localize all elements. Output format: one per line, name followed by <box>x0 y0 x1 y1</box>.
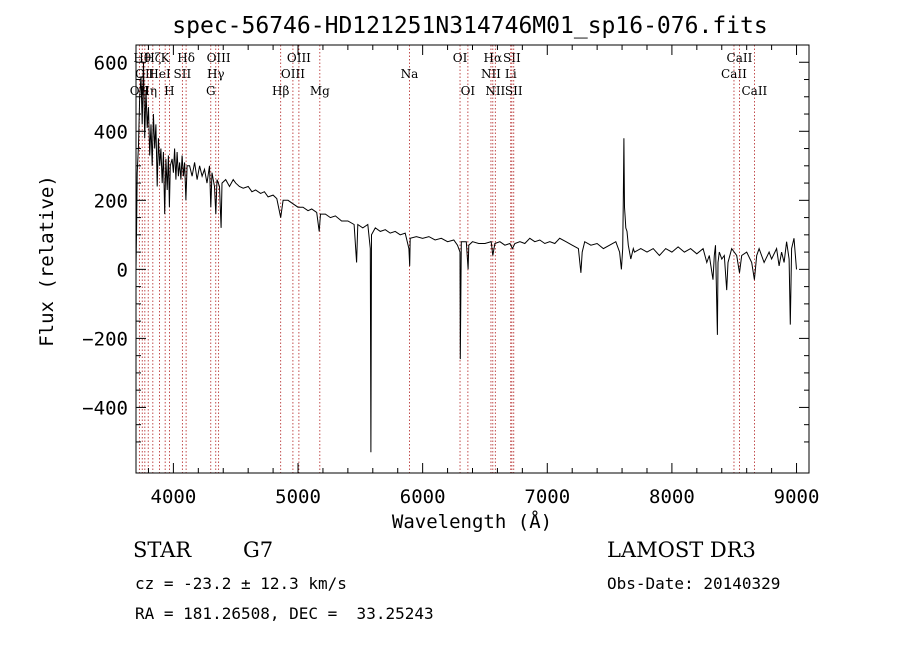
x-tick-label: 5000 <box>275 486 321 508</box>
x-axis-label: Wavelength (Å) <box>392 510 552 533</box>
line-markers: OIIHθOIIHηHζHeIKHSIIHδGHγOIIIHβOIIIOIIIM… <box>130 45 768 473</box>
x-tick-label: 7000 <box>524 486 570 508</box>
line-marker-label: Hζ <box>144 51 161 65</box>
line-marker-label: Mg <box>310 84 330 98</box>
line-marker-label: NII <box>485 84 505 98</box>
y-axis: −400 −200 0 200 400 600 <box>82 52 809 443</box>
line-marker-label: OI <box>461 84 476 98</box>
line-marker-label: OII <box>135 67 155 81</box>
object-class: STAR <box>133 538 192 562</box>
line-marker-label: Hη <box>139 84 157 98</box>
line-marker-label: Hδ <box>177 51 195 65</box>
coordinates: RA = 181.26508, DEC = 33.25243 <box>135 604 434 623</box>
line-marker-label: SII <box>503 51 521 65</box>
line-marker-label: SII <box>174 67 192 81</box>
y-tick-label: 200 <box>94 190 128 212</box>
spectrum-line <box>135 62 797 453</box>
y-tick-label: −200 <box>82 328 128 350</box>
y-tick-label: 400 <box>94 121 128 143</box>
line-marker-label: HeI <box>148 67 171 81</box>
y-axis-label: Flux (relative) <box>36 175 58 347</box>
line-marker-label: CaII <box>727 51 753 65</box>
line-marker-label: SII <box>505 84 523 98</box>
x-tick-label: 8000 <box>649 486 695 508</box>
line-marker-label: NII <box>481 67 501 81</box>
line-marker-label: Hβ <box>272 84 289 98</box>
y-tick-label: −400 <box>82 397 128 419</box>
line-marker-label: OIII <box>207 51 231 65</box>
x-tick-label: 9000 <box>774 486 820 508</box>
line-marker-label: OIII <box>281 67 305 81</box>
x-axis: 4000 5000 6000 7000 8000 9000 <box>147 45 820 508</box>
y-tick-label: 600 <box>94 52 128 74</box>
line-marker-label: CaII <box>741 84 767 98</box>
line-marker-label: Na <box>401 67 419 81</box>
line-marker-label: Hγ <box>207 67 225 81</box>
line-marker-label: G <box>206 84 216 98</box>
chart-title: spec-56746-HD121251N314746M01_sp16-076.f… <box>172 13 767 39</box>
line-marker-label: Li <box>505 67 517 81</box>
line-marker-label: Hθ <box>133 51 151 65</box>
line-marker-label: H <box>164 84 174 98</box>
line-marker-label: K <box>161 51 171 65</box>
line-marker-label: CaII <box>721 67 747 81</box>
line-marker-label: OI <box>453 51 468 65</box>
subclass: G7 <box>243 538 274 562</box>
line-marker-label: Hα <box>484 51 503 65</box>
line-marker-label: OIII <box>287 51 311 65</box>
spectrum-chart: spec-56746-HD121251N314746M01_sp16-076.f… <box>36 13 820 533</box>
y-tick-label: 0 <box>117 259 128 281</box>
obs-date: Obs-Date: 20140329 <box>607 574 781 593</box>
survey-name: LAMOST DR3 <box>607 538 756 562</box>
x-tick-label: 6000 <box>400 486 446 508</box>
redshift-text: cz = -23.2 ± 12.3 km/s <box>135 574 347 593</box>
x-tick-label: 4000 <box>151 486 197 508</box>
